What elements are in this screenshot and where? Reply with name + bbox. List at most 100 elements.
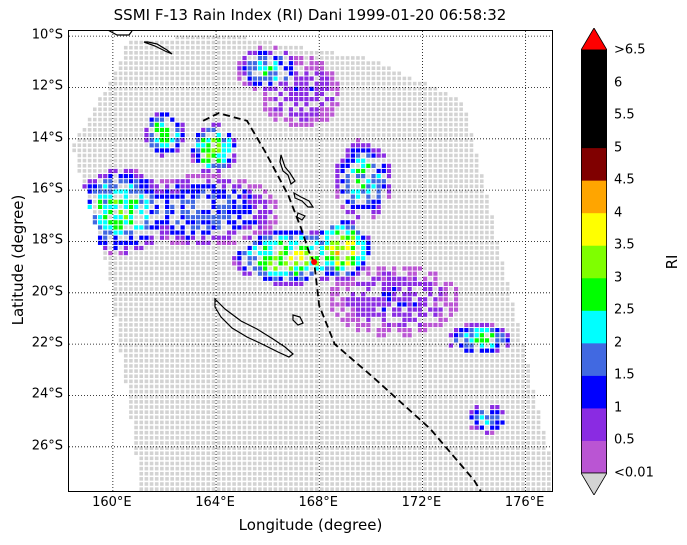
no-rain-pixel [154, 56, 159, 60]
no-rain-pixel [294, 369, 298, 373]
no-rain-pixel [196, 415, 200, 420]
no-rain-pixel [397, 348, 402, 353]
no-rain-pixel [407, 174, 412, 178]
no-rain-pixel [252, 189, 257, 194]
no-rain-pixel [392, 251, 396, 255]
no-rain-pixel [345, 384, 350, 389]
no-rain-pixel [237, 122, 242, 127]
no-rain-pixel [479, 384, 484, 389]
no-rain-pixel [273, 153, 278, 158]
no-rain-pixel [175, 410, 180, 414]
no-rain-pixel [330, 92, 334, 96]
no-rain-pixel [361, 410, 365, 414]
no-rain-pixel [490, 400, 494, 404]
no-rain-pixel [381, 436, 386, 440]
no-rain-pixel [278, 338, 283, 343]
no-rain-pixel [237, 163, 242, 168]
no-rain-pixel [485, 374, 489, 379]
no-rain-pixel [314, 359, 319, 363]
no-rain-pixel [123, 297, 128, 302]
no-rain-pixel [500, 343, 505, 348]
no-rain-pixel [469, 163, 474, 168]
no-rain-pixel [330, 194, 334, 199]
no-rain-pixel [479, 302, 484, 307]
no-rain-pixel [309, 379, 314, 384]
no-rain-pixel [278, 189, 283, 194]
no-rain-pixel [412, 369, 417, 373]
no-rain-pixel [185, 302, 190, 307]
no-rain-pixel [423, 410, 427, 414]
no-rain-pixel [283, 256, 288, 260]
no-rain-pixel [531, 425, 536, 430]
no-rain-pixel [149, 420, 154, 425]
no-rain-pixel [454, 436, 458, 440]
no-rain-pixel [175, 117, 180, 122]
no-rain-pixel [232, 348, 236, 353]
no-rain-pixel [216, 40, 221, 45]
no-rain-pixel [154, 420, 159, 425]
no-rain-pixel [175, 107, 180, 112]
no-rain-pixel [521, 343, 525, 348]
no-rain-pixel [407, 430, 412, 435]
no-rain-pixel [263, 394, 267, 399]
no-rain-pixel [469, 133, 474, 137]
no-rain-pixel [191, 51, 195, 55]
no-rain-pixel [449, 451, 453, 456]
no-rain-pixel [490, 394, 494, 399]
no-rain-pixel [185, 40, 190, 45]
no-rain-pixel [175, 446, 180, 450]
no-rain-pixel [227, 189, 231, 194]
no-rain-pixel [428, 210, 432, 214]
no-rain-pixel [175, 81, 180, 86]
no-rain-pixel [449, 112, 453, 117]
no-rain-pixel [144, 61, 149, 65]
no-rain-pixel [149, 76, 154, 81]
no-rain-pixel [490, 292, 494, 296]
no-rain-pixel [418, 348, 422, 353]
no-rain-pixel [170, 451, 174, 456]
no-rain-pixel [495, 317, 500, 322]
no-rain-pixel [221, 343, 226, 348]
no-rain-pixel [438, 138, 443, 142]
no-rain-pixel [325, 312, 329, 317]
no-rain-pixel [278, 312, 283, 317]
no-rain-pixel [407, 194, 412, 199]
no-rain-pixel [289, 215, 293, 219]
no-rain-pixel [242, 359, 247, 363]
no-rain-pixel [129, 45, 133, 50]
no-rain-pixel [330, 312, 334, 317]
no-rain-pixel [304, 271, 309, 276]
no-rain-pixel [392, 389, 396, 394]
no-rain-pixel [464, 158, 469, 163]
no-rain-pixel [521, 359, 525, 363]
no-rain-pixel [216, 436, 221, 440]
no-rain-pixel [371, 235, 376, 240]
no-rain-pixel [392, 328, 396, 332]
no-rain-pixel [464, 302, 469, 307]
no-rain-pixel [510, 420, 515, 425]
no-rain-pixel [273, 446, 278, 450]
no-rain-pixel [412, 235, 417, 240]
no-rain-pixel [263, 117, 267, 122]
no-rain-pixel [299, 133, 303, 137]
no-rain-pixel [356, 379, 360, 384]
no-rain-pixel [418, 410, 422, 414]
no-rain-pixel [412, 153, 417, 158]
no-rain-pixel [154, 436, 159, 440]
no-rain-pixel [283, 461, 288, 466]
no-rain-pixel [304, 128, 309, 132]
no-rain-pixel [469, 436, 474, 440]
no-rain-pixel [335, 374, 340, 379]
no-rain-pixel [330, 379, 334, 384]
no-rain-pixel [345, 364, 350, 368]
no-rain-pixel [160, 158, 164, 163]
no-rain-pixel [237, 133, 242, 137]
no-rain-pixel [232, 379, 236, 384]
no-rain-pixel [505, 359, 510, 363]
no-rain-pixel [263, 374, 267, 379]
no-rain-pixel [547, 451, 551, 456]
no-rain-pixel [123, 56, 128, 60]
no-rain-pixel [510, 436, 515, 440]
no-rain-pixel [433, 158, 438, 163]
no-rain-pixel [175, 338, 180, 343]
